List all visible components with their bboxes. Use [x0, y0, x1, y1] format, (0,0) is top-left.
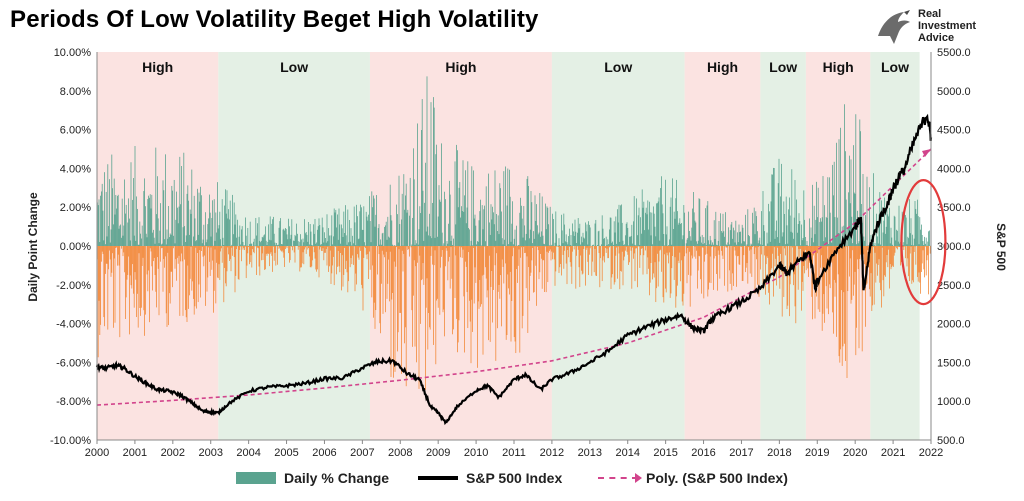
period-labels: High Low High Low High Low High Low: [142, 59, 909, 75]
y-left-tick-label: -6.00%: [56, 357, 91, 369]
y-right-tick-label: 500.0: [937, 435, 965, 447]
period-label-1: Low: [280, 59, 308, 75]
x-tick-label: 2007: [350, 447, 374, 459]
x-tick-label: 2014: [615, 447, 639, 459]
legend: Daily % Change S&P 500 Index Poly. (S&P …: [0, 468, 1024, 490]
legend-label-sp500: S&P 500 Index: [466, 470, 563, 486]
period-label-0: High: [142, 59, 173, 75]
y-axis-left-title: Daily Point Change: [26, 192, 40, 302]
y-right-tick-label: 2500.0: [937, 280, 971, 292]
x-tick-label: 2006: [312, 447, 336, 459]
legend-swatch-poly: [598, 473, 642, 483]
axes: 10.00% 8.00% 6.00% 4.00% 2.00% 0.00% -2.00% -4.…: [50, 47, 971, 459]
y-left-tick-label: -8.00%: [56, 396, 91, 408]
y-left-tick-label: 2.00%: [60, 202, 91, 214]
logo-line-2: Investment: [918, 20, 977, 32]
y-right-tick-label: 1500.0: [937, 357, 971, 369]
x-tick-label: 2010: [464, 447, 488, 459]
y-left-tick-label: 4.00%: [60, 163, 91, 175]
x-tick-label: 2020: [843, 447, 867, 459]
legend-daily-change: Daily % Change: [236, 468, 389, 488]
logo-line-1: Real: [918, 8, 942, 20]
x-tick-label: 2012: [540, 447, 564, 459]
x-tick-label: 2009: [426, 447, 450, 459]
x-tick-label: 2019: [805, 447, 829, 459]
x-tick-label: 2005: [274, 447, 298, 459]
y-left-tick-label: -4.00%: [56, 319, 91, 331]
y-right-tick-label: 1000.0: [937, 396, 971, 408]
logo-text: Real Investment Advice: [918, 8, 976, 44]
y-axis-right-title: S&P 500: [994, 223, 1008, 271]
x-tick-label: 2022: [919, 447, 943, 459]
y-right-tick-label: 5500.0: [937, 47, 971, 59]
y-right-tick-label: 3000.0: [937, 241, 971, 253]
period-label-5: Low: [769, 59, 797, 75]
highlight-ellipse: [900, 179, 947, 306]
legend-sp500: S&P 500 Index: [418, 468, 562, 488]
annotation: [900, 179, 947, 306]
y-right-tick-label: 5000.0: [937, 86, 971, 98]
x-tick-label: 2004: [236, 447, 260, 459]
legend-swatch-daily: [236, 472, 276, 484]
logo-line-3: Advice: [918, 32, 955, 44]
y-right-tick-label: 4500.0: [937, 125, 971, 137]
period-label-3: Low: [604, 59, 632, 75]
legend-poly: Poly. (S&P 500 Index): [598, 468, 788, 488]
eagle-icon: [878, 10, 910, 44]
x-tick-label: 2017: [729, 447, 753, 459]
y-left-tick-label: -2.00%: [56, 280, 91, 292]
x-tick-label: 2021: [881, 447, 905, 459]
x-tick-label: 2015: [653, 447, 677, 459]
y-right-tick-label: 3500.0: [937, 202, 971, 214]
chart-title: Periods Of Low Volatility Beget High Vol…: [10, 6, 539, 33]
legend-label-daily: Daily % Change: [284, 470, 390, 486]
x-tick-label: 2011: [502, 447, 526, 459]
x-tick-label: 2000: [85, 447, 109, 459]
y-left-tick-label: -10.00%: [50, 435, 91, 447]
period-label-6: High: [823, 59, 854, 75]
legend-swatch-sp500: [418, 476, 458, 480]
poly-trend-arrow: [922, 149, 931, 157]
x-tick-label: 2013: [578, 447, 602, 459]
x-tick-label: 2003: [198, 447, 222, 459]
x-tick-label: 2018: [767, 447, 791, 459]
y-right-tick-label: 4000.0: [937, 163, 971, 175]
real-investment-advice-logo: Real Investment Advice: [874, 6, 1014, 48]
x-tick-label: 2008: [388, 447, 412, 459]
y-left-tick-label: 6.00%: [60, 125, 91, 137]
x-tick-label: 2001: [123, 447, 147, 459]
y-left-tick-label: 0.00%: [60, 241, 91, 253]
y-left-tick-label: 10.00%: [54, 47, 92, 59]
y-right-tick-label: 2000.0: [937, 319, 971, 331]
sp500-line: [95, 113, 933, 426]
y-left-tick-label: 8.00%: [60, 86, 91, 98]
period-label-7: Low: [881, 59, 909, 75]
daily-change-bars: [97, 76, 932, 390]
x-tick-label: 2016: [691, 447, 715, 459]
period-label-2: High: [445, 59, 476, 75]
period-label-4: High: [707, 59, 738, 75]
x-tick-label: 2002: [161, 447, 185, 459]
legend-label-poly: Poly. (S&P 500 Index): [646, 470, 788, 486]
sp500-index-line: [95, 113, 933, 426]
